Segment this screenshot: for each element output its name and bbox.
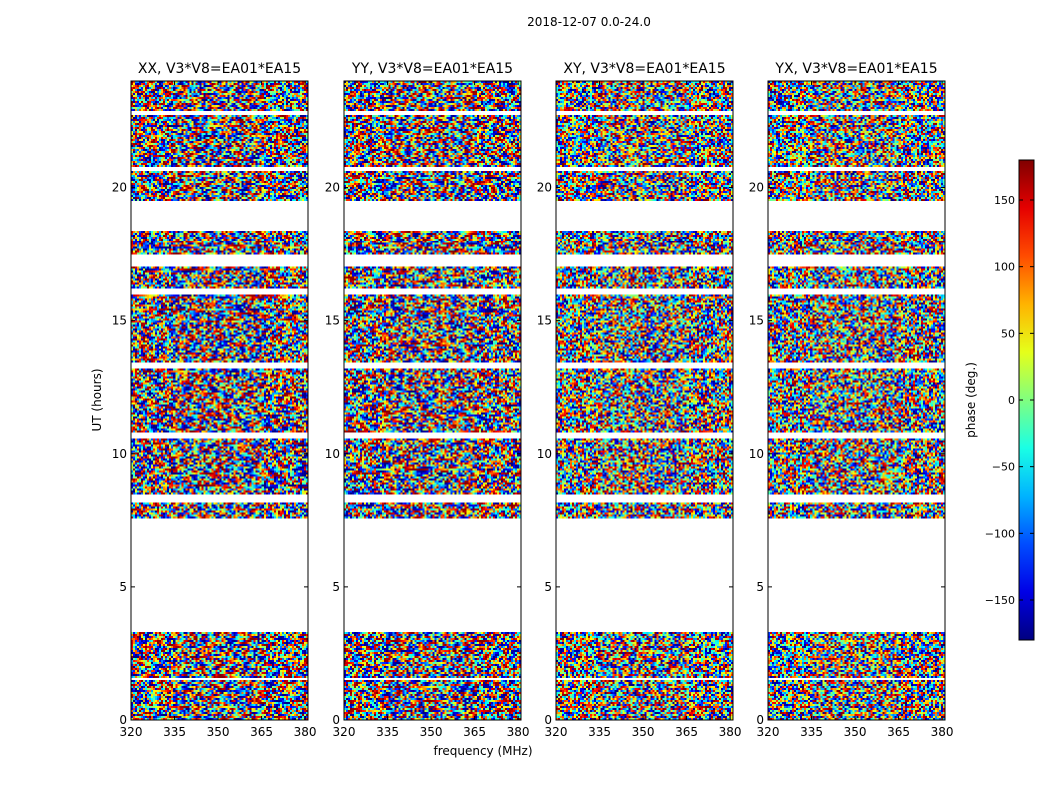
x-tick-label: 380: [507, 725, 530, 739]
axes-frame: [130, 80, 309, 721]
x-tick-label: 380: [719, 725, 742, 739]
x-tick-label: 335: [588, 725, 611, 739]
panel-title: YY, V3*V8=EA01*EA15: [351, 61, 513, 77]
axes-frame: [343, 80, 522, 721]
panels-group: XX, V3*V8=EA01*EA15 320 335 350 365 380 0 5 10 15…: [112, 61, 954, 739]
y-tick-label: 20: [749, 181, 764, 195]
x-tick-label: 320: [757, 725, 780, 739]
x-tick-label: 350: [207, 725, 230, 739]
y-tick-label: 15: [112, 314, 127, 328]
panel-title: XY, V3*V8=EA01*EA15: [563, 61, 725, 77]
colorbar-tick-label: −100: [985, 527, 1015, 540]
y-tick-label: 15: [325, 314, 340, 328]
colorbar-label: phase (deg.): [964, 362, 978, 438]
y-tick-label: 0: [119, 713, 127, 727]
y-tick-label: 5: [119, 580, 127, 594]
heatmap-image-yy: [344, 81, 521, 720]
heatmap-image-xx: [131, 81, 308, 720]
y-tick-label: 5: [544, 580, 552, 594]
y-tick-label: 20: [537, 181, 552, 195]
axes-frame: [767, 80, 946, 721]
x-axis-label: frequency (MHz): [433, 744, 532, 758]
x-tick-label: 350: [632, 725, 655, 739]
x-tick-label: 365: [675, 725, 698, 739]
y-tick-label: 0: [332, 713, 340, 727]
y-tick-label: 20: [112, 181, 127, 195]
x-tick-label: 335: [376, 725, 399, 739]
figure-suptitle: 2018-12-07 0.0-24.0: [527, 15, 651, 29]
colorbar-tick-label: 150: [994, 194, 1015, 207]
x-tick-label: 335: [163, 725, 186, 739]
colorbar: −150 −100 −50 0 50 100 150: [985, 159, 1035, 641]
colorbar-tick-label: −150: [985, 594, 1015, 607]
y-tick-label: 20: [325, 181, 340, 195]
y-tick-label: 5: [756, 580, 764, 594]
panel-xy: XY, V3*V8=EA01*EA15 320 335 350 365 380 0 5 10 15…: [537, 61, 742, 739]
panel-xx: XX, V3*V8=EA01*EA15 320 335 350 365 380 0 5 10 15…: [112, 61, 317, 739]
y-tick-label: 10: [537, 447, 552, 461]
x-tick-label: 350: [420, 725, 443, 739]
panel-title: YX, V3*V8=EA01*EA15: [774, 61, 937, 77]
x-tick-label: 320: [333, 725, 356, 739]
y-tick-label: 10: [112, 447, 127, 461]
y-axis-label: UT (hours): [90, 368, 104, 431]
y-tick-label: 0: [544, 713, 552, 727]
panel-title: XX, V3*V8=EA01*EA15: [138, 61, 301, 77]
x-tick-label: 350: [844, 725, 867, 739]
x-tick-label: 335: [800, 725, 823, 739]
colorbar-tick-label: 100: [994, 261, 1015, 274]
heatmap-image-yx: [768, 81, 945, 720]
x-tick-label: 320: [545, 725, 568, 739]
colorbar-tick-label: −50: [992, 461, 1015, 474]
x-tick-label: 365: [887, 725, 910, 739]
y-tick-label: 15: [537, 314, 552, 328]
x-tick-label: 380: [931, 725, 954, 739]
axes-frame: [555, 80, 734, 721]
panel-yy: YY, V3*V8=EA01*EA15 320 335 350 365 380 0 5 10 15…: [325, 61, 530, 739]
x-tick-label: 320: [120, 725, 143, 739]
y-tick-label: 15: [749, 314, 764, 328]
x-tick-label: 365: [250, 725, 273, 739]
panel-yx: YX, V3*V8=EA01*EA15 320 335 350 365 380 0 5 10 15…: [749, 61, 954, 739]
y-tick-label: 5: [332, 580, 340, 594]
y-tick-label: 0: [756, 713, 764, 727]
colorbar-tick-label: 0: [1008, 394, 1015, 407]
x-tick-label: 365: [463, 725, 486, 739]
y-tick-label: 10: [749, 447, 764, 461]
x-tick-label: 380: [294, 725, 317, 739]
heatmap-image-xy: [556, 81, 733, 720]
colorbar-tick-label: 50: [1001, 327, 1015, 340]
y-tick-label: 10: [325, 447, 340, 461]
